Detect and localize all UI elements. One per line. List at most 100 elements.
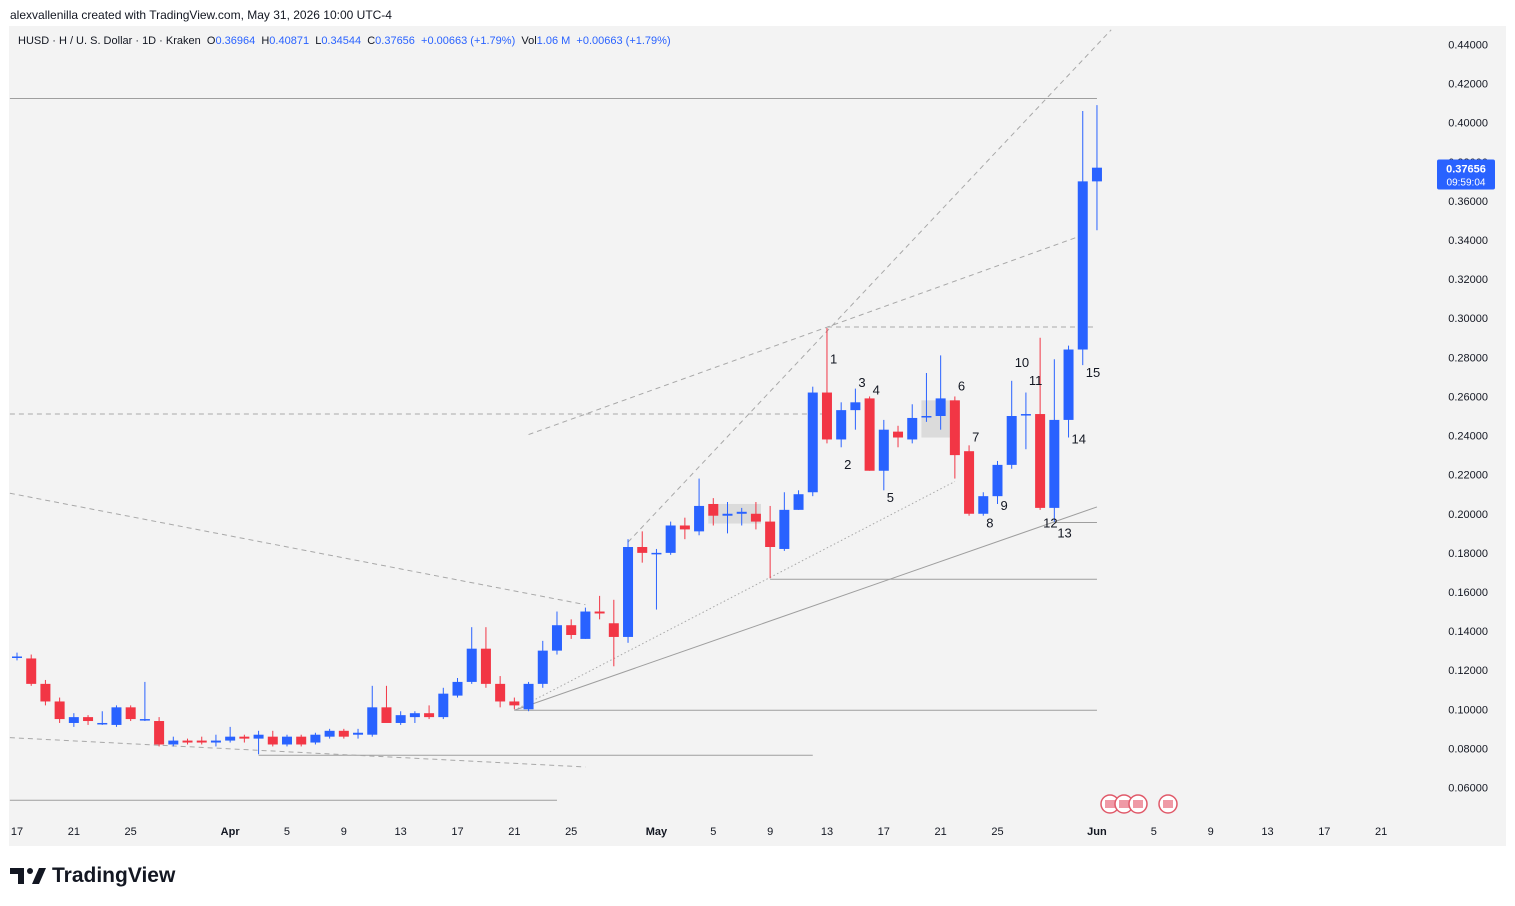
candle-down[interactable] [708,503,719,516]
candle-down[interactable] [296,736,307,745]
dashed-trend-line[interactable] [9,737,586,768]
candle-up[interactable] [97,722,108,725]
dotted-trend-line[interactable] [514,481,956,711]
candle-up[interactable] [523,683,534,710]
candle-up[interactable] [1091,167,1102,182]
candle-up[interactable] [793,494,804,510]
candle-up[interactable] [210,740,221,743]
candle-up[interactable] [310,734,321,743]
candle-down[interactable] [1035,414,1046,508]
candle-up[interactable] [921,416,932,418]
candle-up[interactable] [878,429,889,471]
candle-up[interactable] [551,625,562,651]
candle-up[interactable] [68,717,79,723]
candle-up[interactable] [807,392,818,493]
candle-up[interactable] [580,611,591,639]
chart-panel[interactable] [9,26,1506,846]
candle-down[interactable] [495,683,506,702]
candle-up[interactable] [907,417,918,440]
candle-up[interactable] [992,464,1003,497]
candle-up[interactable] [324,730,335,737]
candle-up[interactable] [466,648,477,682]
candle-down[interactable] [893,431,904,438]
candle-up[interactable] [253,734,264,739]
candle-up[interactable] [1077,181,1088,350]
wave-count-label: 4 [873,383,880,398]
volume-label: Vol [521,35,537,47]
candle-down[interactable] [424,713,435,718]
dashed-trend-line[interactable] [9,492,586,606]
candle-up[interactable] [651,552,662,555]
candle-down[interactable] [637,547,648,553]
candle-up[interactable] [139,719,150,721]
candle-down[interactable] [83,717,94,722]
candle-down[interactable] [480,648,491,684]
candle-up[interactable] [281,736,292,745]
candle-up[interactable] [1063,349,1074,420]
candle-down[interactable] [338,730,349,737]
dashed-trend-line[interactable] [627,29,1112,543]
candle-up[interactable] [452,681,463,696]
x-axis-tick-label: 25 [125,826,137,838]
wave-count-label: 10 [1015,355,1029,370]
candle-down[interactable] [154,721,165,745]
candle-up[interactable] [694,505,705,532]
candle-up[interactable] [1049,419,1060,508]
candle-up[interactable] [168,740,179,745]
candle-up[interactable] [665,525,676,553]
candle-down[interactable] [267,736,278,745]
candle-up[interactable] [353,732,364,735]
candle-down[interactable] [196,740,207,743]
dashed-trend-line[interactable] [528,234,1083,436]
candle-down[interactable] [509,701,520,706]
candle-up[interactable] [736,511,747,514]
candle-down[interactable] [608,623,619,637]
candle-up[interactable] [1006,416,1017,465]
solid-trend-line[interactable] [514,506,1098,711]
candle-down[interactable] [566,625,577,635]
symbol-label[interactable]: HUSD · H / U. S. Dollar · 1D · Kraken [18,35,201,47]
x-axis-tick-label: 5 [284,826,290,838]
candle-up[interactable] [722,513,733,516]
candle-down[interactable] [964,451,975,514]
candle-down[interactable] [26,658,37,684]
tradingview-wordmark: TradingView [52,864,176,887]
y-axis-tick-label: 0.44000 [1448,40,1488,52]
candle-down[interactable] [821,392,832,440]
candle-down[interactable] [125,707,136,720]
candle-up[interactable] [395,715,406,723]
candle-down[interactable] [864,398,875,471]
candle-down[interactable] [750,513,761,522]
candle-down[interactable] [182,740,193,743]
candle-down[interactable] [594,611,605,614]
candle-up[interactable] [225,736,236,741]
y-axis-tick-label: 0.16000 [1448,587,1488,599]
candle-up[interactable] [850,402,861,411]
candle-up[interactable] [409,713,420,718]
y-axis-tick-label: 0.08000 [1448,743,1488,755]
candle-down[interactable] [765,521,776,548]
wave-count-label: 1 [830,351,837,366]
candle-down[interactable] [949,400,960,456]
candle-up[interactable] [779,509,790,549]
candle-up[interactable] [367,707,378,735]
candle-up[interactable] [623,547,634,637]
candle-up[interactable] [935,398,946,416]
candle-down[interactable] [381,707,392,723]
x-axis-tick-label: 9 [341,826,347,838]
range-box[interactable] [708,503,761,524]
candle-up[interactable] [111,707,122,725]
candle-down[interactable] [54,701,65,720]
candle-up[interactable] [537,650,548,684]
candle-up[interactable] [12,656,22,658]
current-price-tag[interactable] [1437,159,1495,190]
candle-down[interactable] [40,683,51,702]
candle-up[interactable] [1020,414,1031,416]
candle-up[interactable] [438,693,449,718]
candle-up[interactable] [836,410,847,440]
candle-up[interactable] [978,496,989,514]
candle-down[interactable] [239,736,250,739]
tradingview-logo[interactable]: TradingView [10,862,175,890]
candle-down[interactable] [679,525,690,530]
